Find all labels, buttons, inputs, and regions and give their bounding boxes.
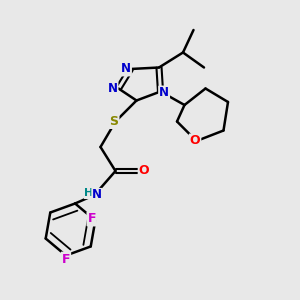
Text: N: N [107,82,118,95]
Text: F: F [88,212,96,226]
Text: N: N [92,188,102,202]
Text: O: O [190,134,200,148]
Text: O: O [139,164,149,178]
Text: F: F [62,253,70,266]
Text: N: N [121,62,131,76]
Text: N: N [159,86,169,100]
Text: H: H [85,188,94,199]
Text: S: S [110,115,118,128]
